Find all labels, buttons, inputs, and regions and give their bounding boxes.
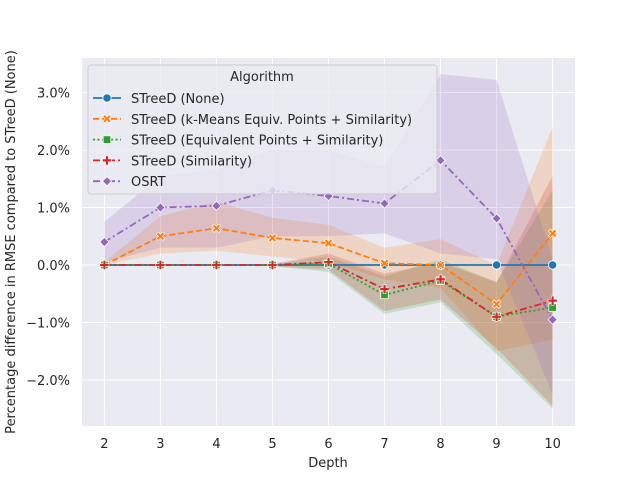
- x-tick-label: 9: [492, 437, 500, 452]
- x-tick-label: 2: [100, 437, 108, 452]
- data-point: [379, 198, 390, 209]
- legend-marker: [101, 176, 113, 187]
- data-point: [211, 223, 222, 233]
- data-point: [155, 231, 166, 241]
- series-line: [103, 227, 554, 306]
- series-markers: [99, 155, 558, 325]
- data-point: [435, 260, 446, 270]
- x-tick-label: 10: [544, 437, 561, 452]
- data-point: [491, 299, 502, 309]
- data-point: [547, 260, 558, 270]
- data-point: [267, 260, 278, 270]
- legend-title: Algorithm: [230, 70, 294, 85]
- y-tick-label: 3.0%: [37, 87, 70, 102]
- x-tick-label: 5: [268, 437, 276, 452]
- legend-marker: [102, 93, 112, 103]
- legend-marker: [102, 114, 112, 124]
- data-point: [491, 311, 502, 322]
- y-tick-label: 0.0%: [37, 259, 70, 274]
- x-tick-label: 7: [380, 437, 388, 452]
- y-tick-label: 2.0%: [37, 144, 70, 159]
- data-point: [155, 260, 166, 270]
- x-axis-label: Depth: [308, 456, 348, 471]
- data-point: [211, 200, 222, 211]
- y-tick-label: −2.0%: [26, 374, 70, 389]
- data-point: [211, 260, 222, 270]
- data-point: [379, 258, 390, 268]
- confidence-band: [104, 190, 553, 409]
- x-tick-labels: 2 3 4 5 6 7 8 9 10: [100, 437, 561, 452]
- legend-label: STreeD (k-Means Equiv. Points + Similari…: [131, 113, 412, 128]
- data-point: [379, 284, 390, 295]
- y-axis-label: Percentage difference in RMSE compared t…: [4, 50, 19, 434]
- x-tick-label: 4: [212, 437, 220, 452]
- y-tick-label: 1.0%: [37, 202, 70, 217]
- confidence-band: [104, 127, 553, 352]
- y-tick-label: −1.0%: [26, 317, 70, 332]
- confidence-band: [104, 175, 553, 406]
- data-point: [267, 233, 278, 243]
- data-point: [547, 295, 558, 306]
- data-point: [155, 202, 166, 213]
- x-tick-label: 8: [436, 437, 444, 452]
- confidence-band: [104, 74, 553, 395]
- data-point: [491, 260, 502, 270]
- data-point: [99, 260, 110, 270]
- legend-label: STreeD (Equivalent Points + Similarity): [131, 134, 383, 149]
- x-tick-label: 6: [324, 437, 332, 452]
- legend-label: STreeD (Similarity): [131, 154, 252, 169]
- legend-box: [87, 64, 438, 195]
- legend-marker: [102, 135, 112, 144]
- legend-label: STreeD (None): [131, 92, 225, 107]
- y-tick-labels: −2.0% −1.0% 0.0% 1.0% 2.0% 3.0%: [26, 87, 70, 390]
- data-point: [99, 236, 110, 248]
- data-point: [435, 274, 446, 285]
- data-point: [547, 314, 558, 325]
- data-point: [323, 257, 334, 268]
- legend-items: STreeD (None) STreeD (k-Means Equiv. Poin…: [93, 92, 412, 190]
- legend-marker: [102, 155, 112, 166]
- x-tick-label: 3: [156, 437, 164, 452]
- confidence-bands: [104, 74, 553, 409]
- data-point: [491, 213, 502, 224]
- data-point: [323, 238, 334, 248]
- data-point: [547, 228, 558, 238]
- legend-label: OSRT: [131, 175, 166, 190]
- legend: Algorithm STreeD (None) STreeD (k-Means E…: [87, 64, 438, 195]
